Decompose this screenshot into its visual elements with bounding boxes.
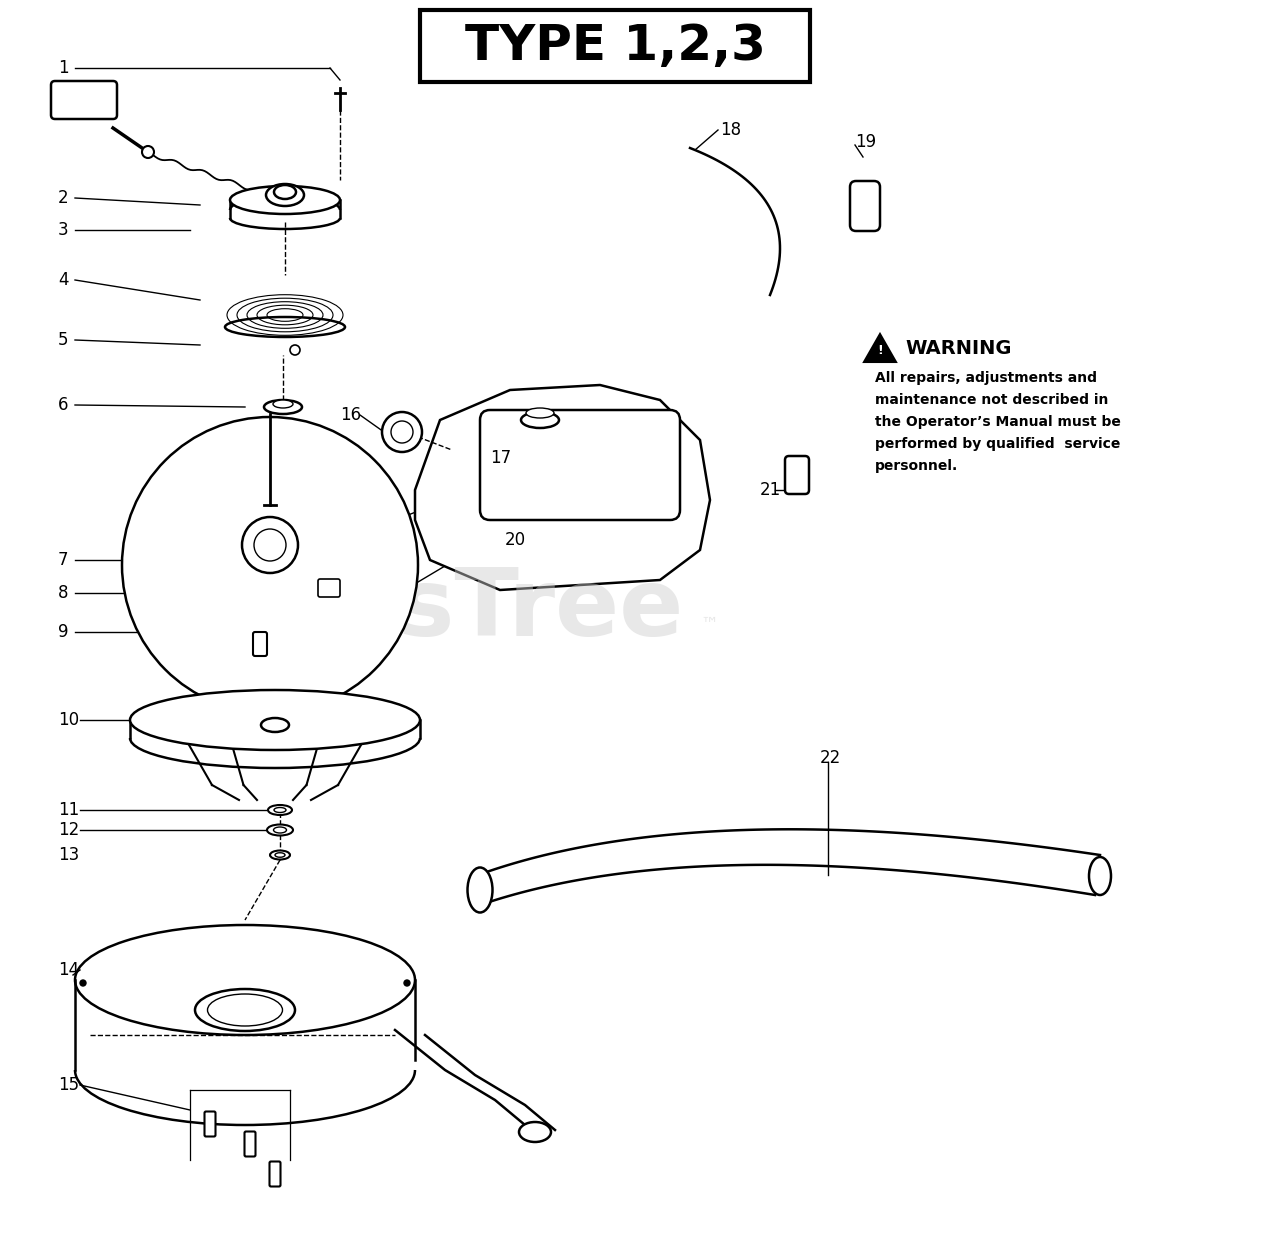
- FancyBboxPatch shape: [244, 1132, 256, 1157]
- Text: 21: 21: [760, 481, 781, 499]
- Circle shape: [253, 529, 285, 561]
- Ellipse shape: [195, 988, 294, 1031]
- Text: performed by qualified  service: performed by qualified service: [876, 437, 1120, 451]
- Polygon shape: [415, 386, 710, 590]
- Ellipse shape: [131, 690, 420, 750]
- FancyBboxPatch shape: [785, 456, 809, 494]
- Ellipse shape: [268, 824, 293, 835]
- Text: 17: 17: [490, 448, 511, 467]
- FancyBboxPatch shape: [51, 80, 116, 119]
- Circle shape: [390, 421, 413, 443]
- Ellipse shape: [266, 183, 305, 206]
- Text: 13: 13: [58, 847, 79, 864]
- Ellipse shape: [273, 399, 293, 408]
- Circle shape: [142, 146, 154, 158]
- Ellipse shape: [274, 808, 285, 813]
- Polygon shape: [864, 334, 896, 362]
- Circle shape: [381, 412, 422, 452]
- Ellipse shape: [467, 868, 493, 913]
- Text: 22: 22: [820, 749, 841, 767]
- Text: 3: 3: [58, 221, 69, 239]
- Circle shape: [291, 345, 300, 355]
- Text: 12: 12: [58, 821, 79, 839]
- Text: 4: 4: [58, 271, 69, 289]
- Text: maintenance not described in: maintenance not described in: [876, 393, 1108, 407]
- Text: 16: 16: [340, 406, 361, 425]
- Text: All repairs, adjustments and: All repairs, adjustments and: [876, 371, 1097, 386]
- Text: 7: 7: [58, 551, 69, 569]
- FancyBboxPatch shape: [317, 579, 340, 597]
- Text: PartsTree: PartsTree: [177, 564, 684, 656]
- Text: 10: 10: [58, 711, 79, 728]
- Ellipse shape: [1089, 857, 1111, 896]
- Text: 2: 2: [58, 188, 69, 207]
- FancyBboxPatch shape: [253, 632, 268, 656]
- Circle shape: [122, 417, 419, 713]
- Text: 9: 9: [58, 623, 69, 641]
- Text: 14: 14: [58, 961, 79, 978]
- FancyBboxPatch shape: [205, 1112, 215, 1137]
- Ellipse shape: [76, 924, 415, 1035]
- Ellipse shape: [521, 412, 559, 428]
- Text: WARNING: WARNING: [905, 339, 1011, 358]
- Ellipse shape: [225, 317, 346, 337]
- Text: 8: 8: [58, 584, 69, 602]
- Text: 20: 20: [506, 531, 526, 549]
- FancyBboxPatch shape: [480, 409, 680, 520]
- Text: TYPE 1,2,3: TYPE 1,2,3: [465, 23, 765, 70]
- Text: personnel.: personnel.: [876, 458, 959, 474]
- Text: 19: 19: [855, 133, 876, 151]
- Ellipse shape: [264, 399, 302, 414]
- Text: 5: 5: [58, 332, 69, 349]
- FancyBboxPatch shape: [420, 10, 810, 82]
- Circle shape: [242, 517, 298, 573]
- Ellipse shape: [526, 408, 554, 418]
- Circle shape: [404, 980, 410, 986]
- Text: the Operator’s Manual must be: the Operator’s Manual must be: [876, 414, 1121, 430]
- Text: 11: 11: [58, 801, 79, 819]
- Ellipse shape: [274, 185, 296, 198]
- Ellipse shape: [274, 826, 287, 833]
- Ellipse shape: [270, 850, 291, 859]
- Text: !: !: [877, 343, 883, 357]
- Ellipse shape: [268, 805, 292, 815]
- Ellipse shape: [261, 718, 289, 732]
- Text: ™: ™: [700, 615, 718, 634]
- Text: 18: 18: [719, 121, 741, 139]
- FancyBboxPatch shape: [270, 1162, 280, 1187]
- Ellipse shape: [230, 186, 340, 214]
- Text: 6: 6: [58, 396, 69, 414]
- Text: 1: 1: [58, 59, 69, 77]
- Ellipse shape: [518, 1122, 550, 1142]
- Ellipse shape: [207, 993, 283, 1026]
- Circle shape: [79, 980, 86, 986]
- Text: 15: 15: [58, 1076, 79, 1094]
- FancyBboxPatch shape: [850, 181, 881, 231]
- Ellipse shape: [275, 853, 285, 858]
